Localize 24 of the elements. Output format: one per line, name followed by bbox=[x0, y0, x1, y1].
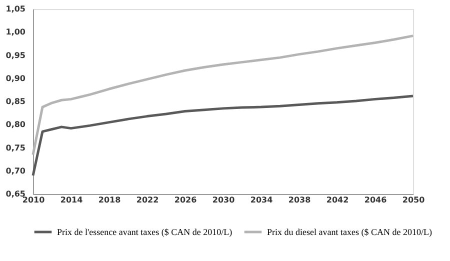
x-tick-label: 2014 bbox=[60, 196, 84, 204]
x-tick-label: 2042 bbox=[326, 196, 349, 204]
x-tick-label: 2022 bbox=[136, 196, 159, 204]
x-tick-label: 2034 bbox=[250, 196, 274, 204]
y-tick-label: 1,05 bbox=[6, 4, 26, 14]
line-series bbox=[32, 94, 414, 177]
x-tick-label: 2026 bbox=[174, 196, 198, 204]
x-tick-label: 2018 bbox=[98, 196, 122, 204]
y-tick-label: 0,75 bbox=[6, 143, 26, 152]
y-tick-label: 0,70 bbox=[6, 166, 26, 176]
x-tick-label: 2038 bbox=[288, 196, 312, 204]
legend-label: Prix du diesel avant taxes ($ CAN de 2010/L) bbox=[267, 227, 432, 237]
x-tick-label: 2046 bbox=[364, 196, 388, 204]
y-tick-label: 0,80 bbox=[6, 120, 26, 130]
x-tick-label: 2010 bbox=[22, 196, 46, 204]
legend-label: Prix de l'essence avant taxes ($ CAN de 2010/L) bbox=[57, 227, 232, 237]
y-tick-label: 0,85 bbox=[6, 97, 26, 106]
x-tick-label: 2030 bbox=[212, 196, 236, 204]
x-tick-label: 2050 bbox=[402, 196, 426, 204]
y-tick-label: 0,90 bbox=[6, 74, 26, 83]
y-tick-label: 0,65 bbox=[6, 190, 26, 198]
y-tick-label: 0,95 bbox=[6, 50, 26, 60]
line-series bbox=[32, 34, 414, 156]
y-tick-label: 1,00 bbox=[6, 28, 26, 37]
